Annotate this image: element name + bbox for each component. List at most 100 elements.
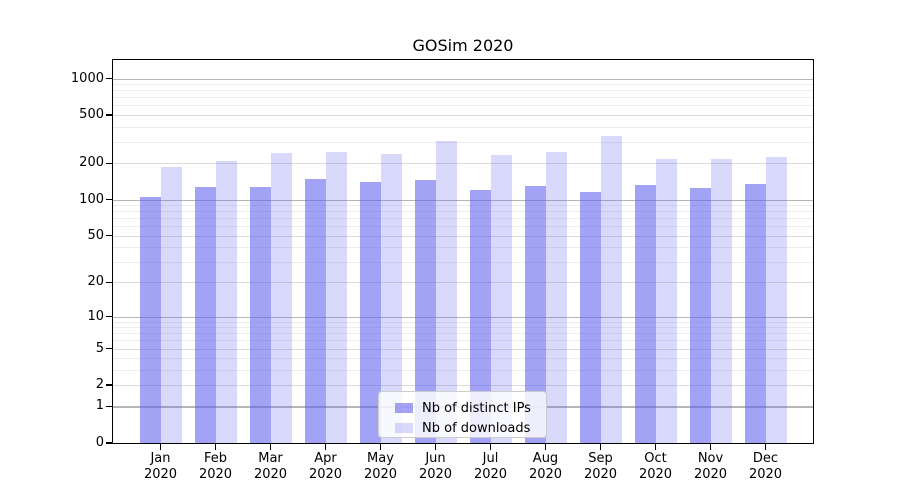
gridline-minor-900 [113,84,813,85]
y-tick-label-0: 0 [95,435,104,450]
legend-item-distinct-ips: Nb of distinct IPs [395,399,538,417]
gridline-minor-40 [113,247,813,249]
y-tick-mark-500 [106,114,112,116]
x-tick-year: 2020 [748,466,783,482]
gridline-minor-4 [113,358,813,360]
gridline-5 [113,348,813,350]
x-tick-mark-apr [324,444,327,450]
legend-item-downloads: Nb of downloads [395,419,538,437]
bar-downloads-jan [160,167,182,443]
y-tick-label-1000: 1000 [70,70,104,86]
bar-ips-apr [304,178,326,443]
gridline-minor-8 [113,327,813,329]
y-tick-mark-2 [106,384,112,386]
bar-downloads-nov [710,158,732,443]
x-tick-mark-oct [654,444,657,450]
bar-downloads-sep [600,135,622,443]
bar-ips-dec [744,183,766,443]
bar-ips-jul [469,190,491,443]
gridline-minor-80 [113,211,813,213]
bar-downloads-jul [490,154,512,443]
legend-label-distinct-ips: Nb of distinct IPs [422,400,531,416]
x-tick-month: Jun [425,451,446,466]
x-tick-month: Sep [588,451,613,466]
x-tick-mark-feb [214,444,217,450]
legend-label-downloads: Nb of downloads [422,420,531,436]
gridline-minor-30 [113,261,813,263]
x-tick-mark-mar [269,444,272,450]
bar-ips-aug [524,185,546,443]
x-tick-label-dec: Dec 2020 [738,451,794,482]
x-tick-mark-jan [159,444,162,450]
gridline-minor-600 [113,105,813,107]
gridline-minor-7 [113,333,813,335]
x-tick-year: 2020 [143,466,178,482]
y-tick-label-100: 100 [79,191,104,207]
gridline-minor-400 [113,126,813,128]
x-tick-year: 2020 [473,466,508,482]
gridline-50 [113,235,813,237]
legend-swatch-downloads [395,423,413,433]
legend: Nb of distinct IPs Nb of downloads [378,391,547,438]
gridline-100 [113,199,813,201]
x-tick-label-feb: Feb 2020 [188,451,244,482]
x-tick-year: 2020 [528,466,563,482]
x-tick-label-may: May 2020 [353,451,409,482]
bar-ips-jan [139,197,161,443]
bar-downloads-dec [765,157,787,443]
y-tick-mark-5 [106,347,112,350]
bar-ips-oct [634,184,656,443]
gridline-200 [113,163,813,165]
x-tick-mark-sep [599,444,602,450]
y-tick-label-1: 1 [95,398,104,414]
x-tick-year: 2020 [418,466,453,482]
y-tick-mark-200 [106,162,112,164]
gridline-minor-70 [113,218,813,220]
bar-ips-jun [414,180,436,443]
x-tick-label-nov: Nov 2020 [683,451,739,482]
legend-swatch-distinct-ips [395,403,413,413]
gridline-minor-60 [113,226,813,228]
bar-downloads-aug [545,151,567,443]
bar-downloads-jun [435,141,457,443]
gridline-minor-9 [113,321,813,323]
bar-ips-mar [249,187,271,443]
x-tick-mark-may [379,444,382,450]
bar-ips-feb [194,186,216,443]
y-tick-label-10: 10 [87,308,104,324]
gridline-minor-800 [113,90,813,92]
y-tick-label-200: 200 [79,155,104,171]
y-tick-mark-1 [106,405,112,408]
y-tick-mark-0 [106,442,112,444]
x-tick-month: Nov [697,451,724,466]
x-tick-mark-jul [489,444,492,450]
x-tick-label-oct: Oct 2020 [628,451,684,482]
x-tick-label-aug: Aug 2020 [518,451,574,482]
x-tick-year: 2020 [583,466,618,482]
x-tick-year: 2020 [198,466,233,482]
gridline-minor-3 [113,369,813,371]
gridline-1000 [113,78,813,80]
bar-downloads-oct [655,158,677,443]
y-tick-mark-50 [106,235,112,237]
x-tick-month: Feb [203,451,228,466]
x-tick-year: 2020 [693,466,728,482]
x-tick-label-jan: Jan 2020 [133,451,189,482]
bar-ips-sep [579,191,601,443]
y-tick-label-5: 5 [95,340,104,356]
bar-downloads-may [380,154,402,443]
bar-ips-nov [689,187,711,443]
plot-area [113,60,813,443]
gridline-minor-90 [113,205,813,206]
x-tick-mark-jun [434,444,437,450]
bar-downloads-apr [325,152,347,443]
x-tick-month: Jul [482,451,499,466]
x-tick-year: 2020 [308,466,343,482]
y-tick-mark-100 [106,198,112,201]
y-tick-mark-20 [106,281,112,284]
y-tick-mark-1000 [106,77,112,80]
y-tick-mark-10 [106,315,112,318]
y-tick-label-20: 20 [87,274,104,290]
x-tick-label-apr: Apr 2020 [298,451,354,482]
